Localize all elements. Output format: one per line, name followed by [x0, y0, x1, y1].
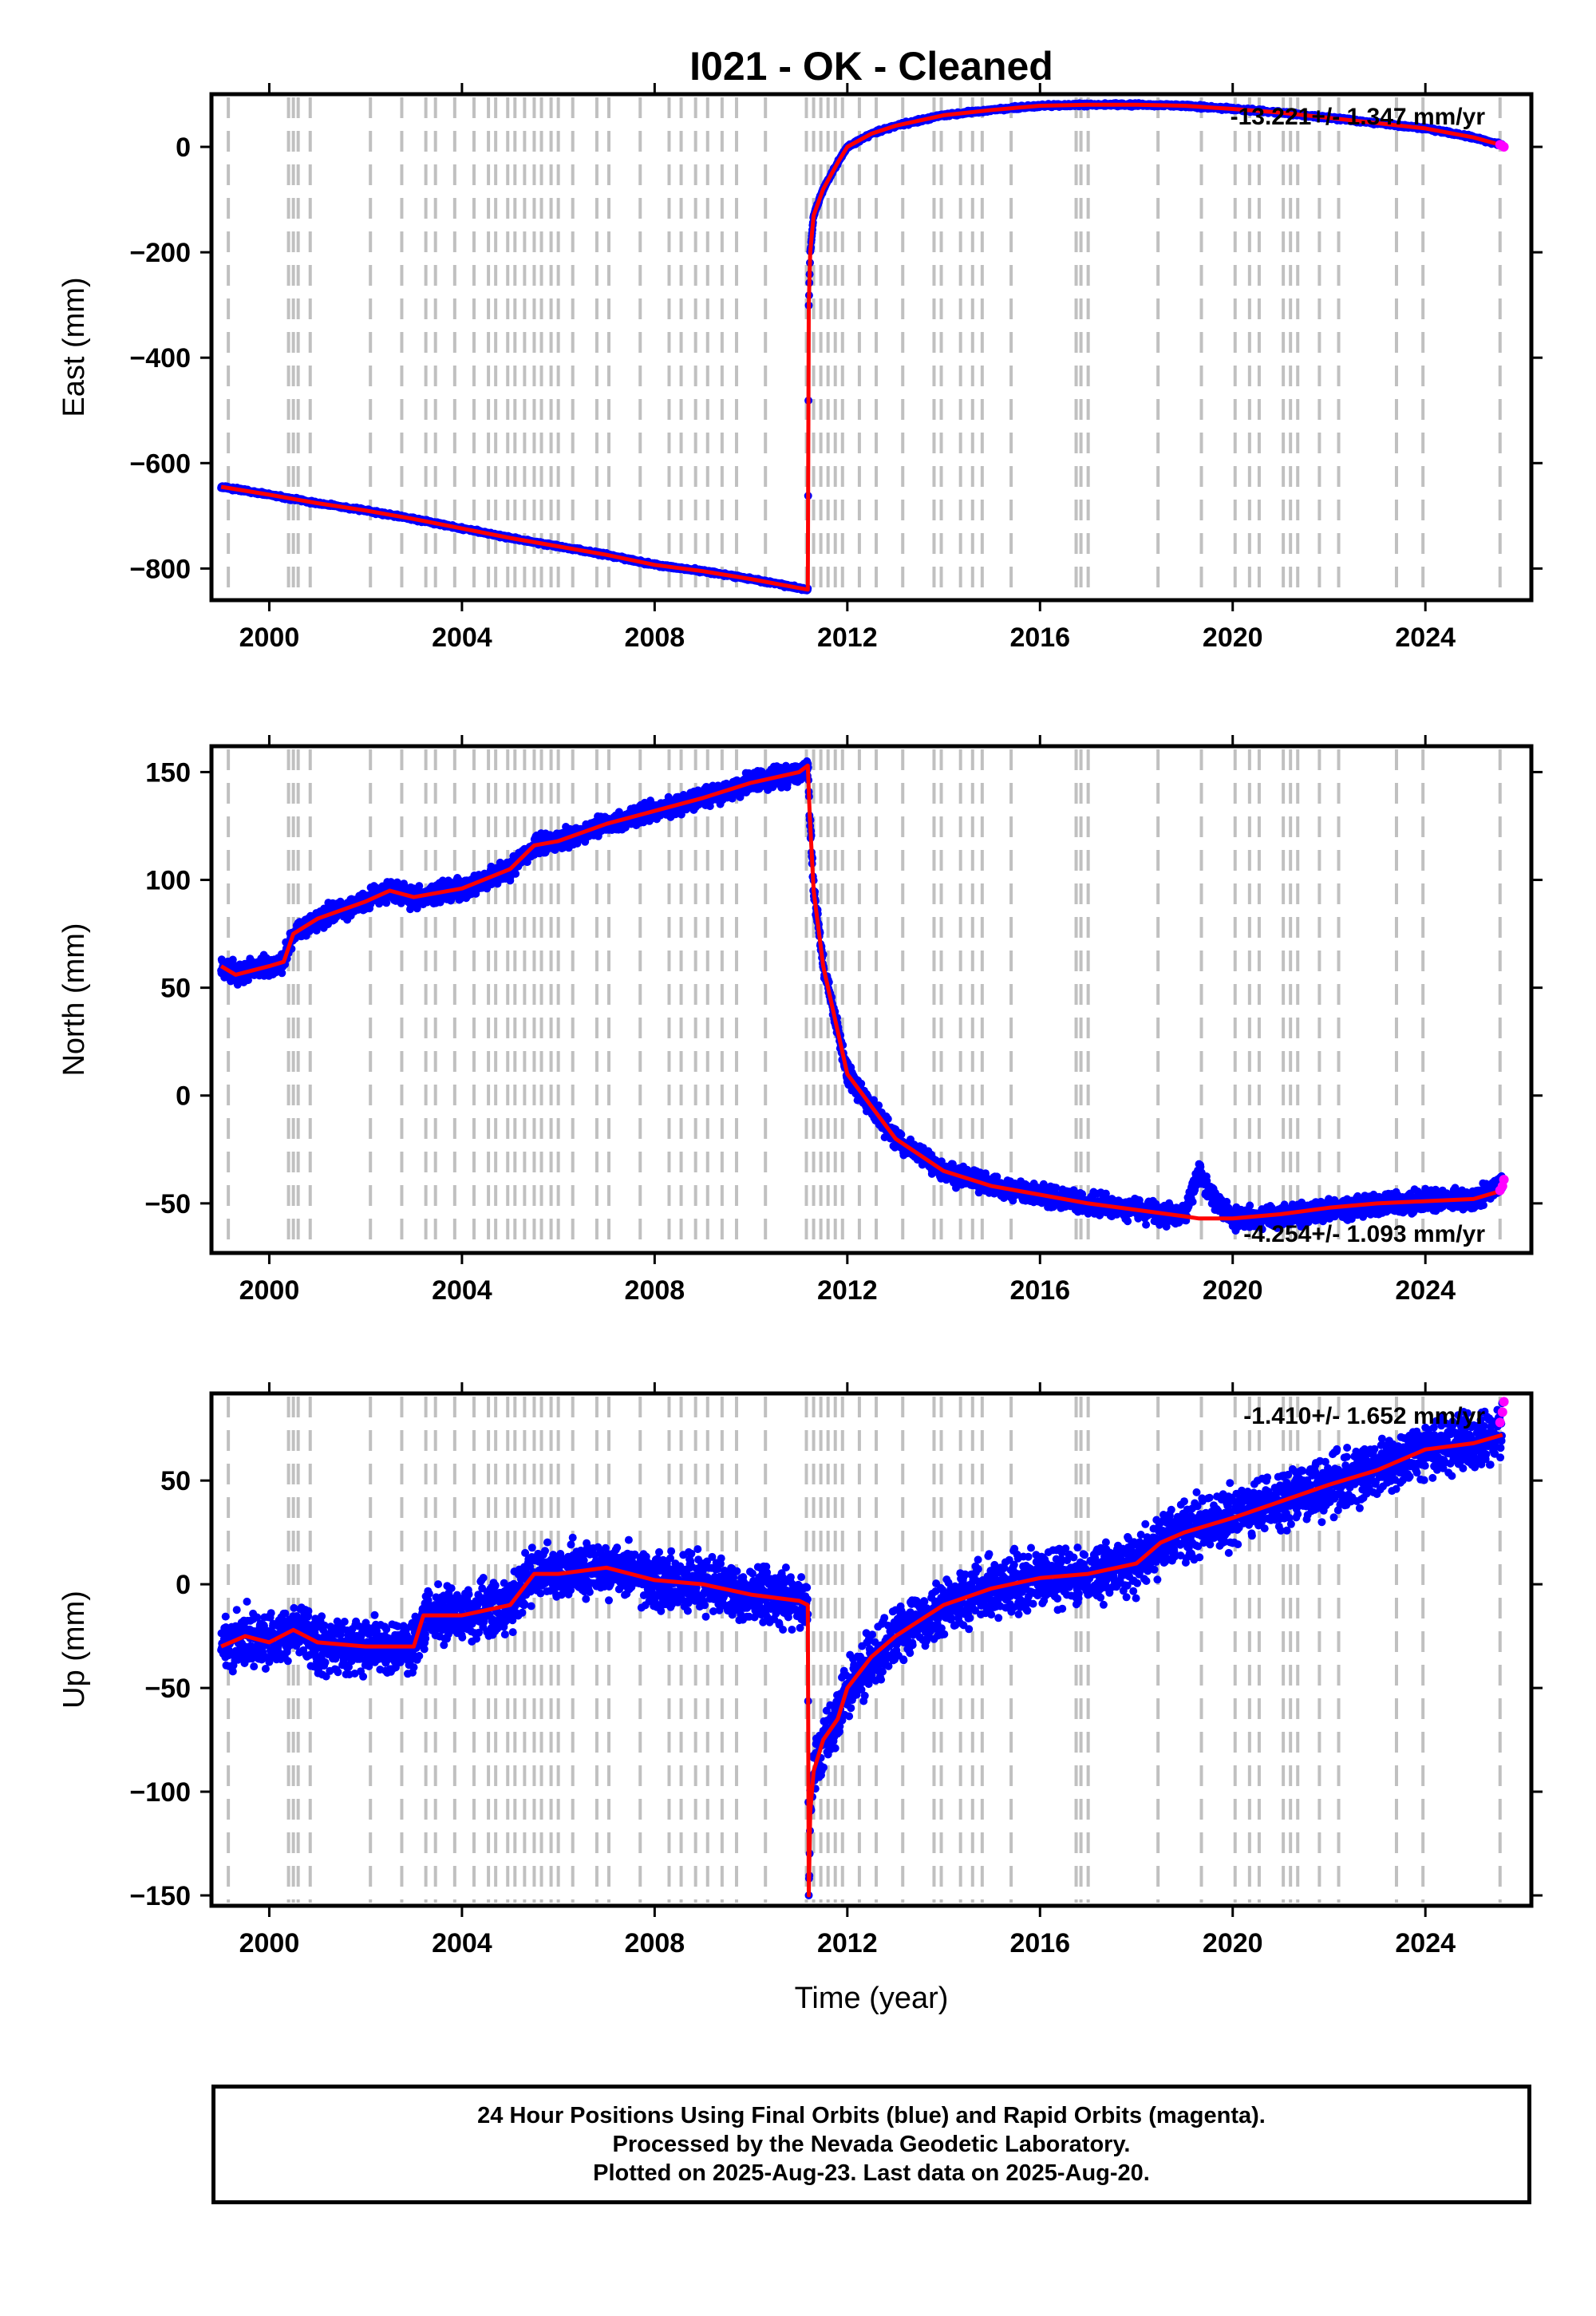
east-y-tick-label: −600 [129, 449, 191, 479]
east-x-tick-label: 2004 [432, 622, 492, 653]
east-x-tick-label: 2000 [239, 622, 300, 653]
east-rate-annotation: -13.221+/- 1.347 mm/yr [1231, 104, 1486, 130]
chart-title: I021 - OK - Cleaned [689, 44, 1053, 89]
east-y-tick-label: 0 [176, 132, 191, 163]
east-x-tick-label: 2020 [1203, 622, 1263, 653]
east-y-axis-label: East (mm) [57, 277, 91, 417]
east-x-tick-label: 2024 [1395, 622, 1456, 653]
east-plot-frame [209, 92, 1534, 603]
east-y-tick-label: −200 [129, 238, 191, 268]
east-x-tick-label: 2016 [1009, 622, 1070, 653]
east-x-tick-label: 2008 [625, 622, 685, 653]
east-y-tick-label: −400 [129, 343, 191, 373]
east-y-tick-label: −800 [129, 554, 191, 584]
east-rapid-point [1499, 142, 1509, 152]
east-x-tick-label: 2012 [817, 622, 878, 653]
